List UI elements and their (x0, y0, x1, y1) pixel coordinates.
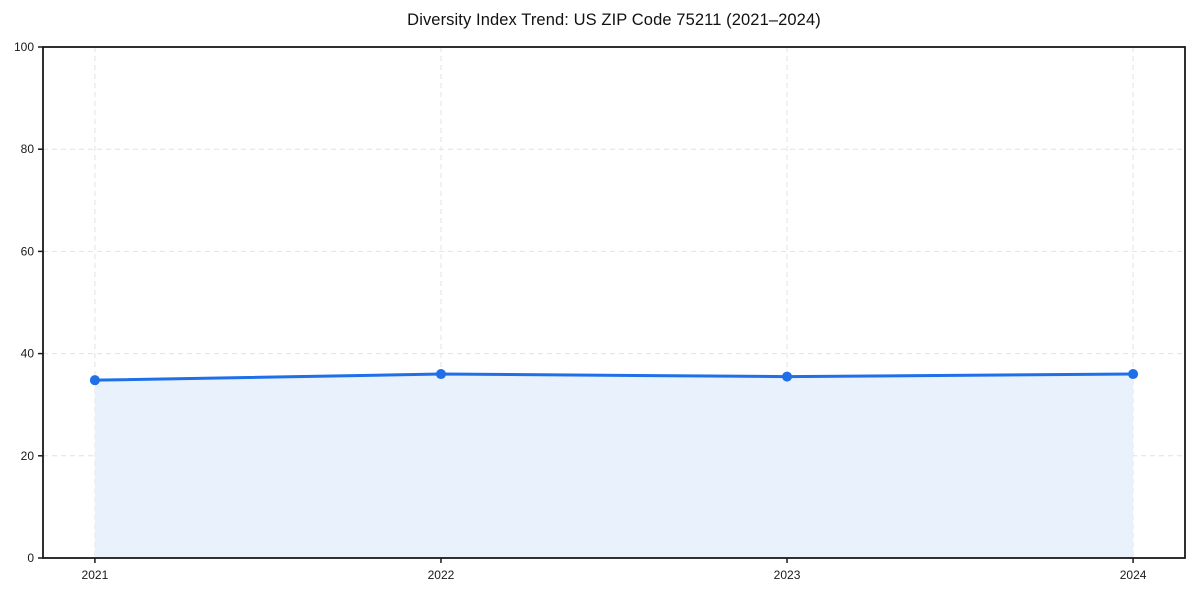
area-fill (94, 374, 1134, 558)
x-tick-label: 2023 (774, 568, 801, 582)
data-point-2023 (782, 371, 793, 382)
x-tick-label: 2021 (82, 568, 109, 582)
y-tick-label: 100 (14, 40, 34, 54)
x-tick-label: 2024 (1120, 568, 1147, 582)
y-tick-label: 60 (21, 244, 35, 258)
data-point-2022 (435, 369, 446, 380)
data-point-2024 (1128, 369, 1139, 380)
data-point-2021 (89, 375, 100, 386)
plot-border (42, 46, 1186, 559)
y-tick-label: 20 (21, 449, 35, 463)
y-tick-label: 0 (27, 551, 34, 565)
trend-line (93, 372, 1135, 382)
x-tick-label: 2022 (428, 568, 455, 582)
y-tick-label: 40 (21, 347, 35, 361)
chart-title: Diversity Index Trend: US ZIP Code 75211… (407, 11, 821, 29)
y-tick-label: 80 (21, 142, 35, 156)
